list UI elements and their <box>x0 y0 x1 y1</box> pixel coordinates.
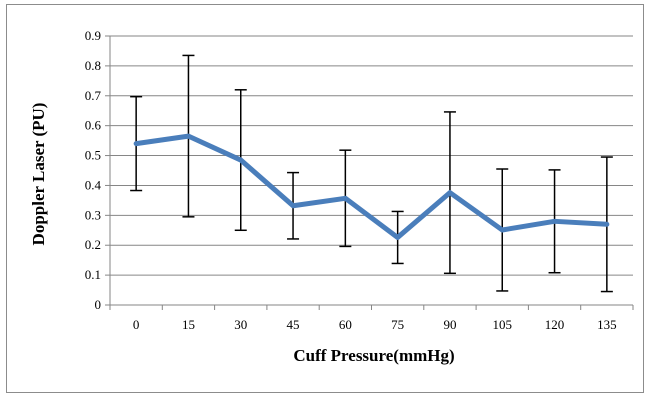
x-tick-label: 60 <box>339 317 352 332</box>
y-tick-label: 0.5 <box>85 148 101 163</box>
y-tick-label: 0.6 <box>85 118 102 133</box>
x-tick-labels: 0 15 30 45 60 75 90 105 120 135 <box>133 317 617 332</box>
y-tick-labels: 0 0.1 0.2 0.3 0.4 0.5 0.6 0.7 0.8 0.9 <box>85 28 102 312</box>
y-tick-label: 0.2 <box>85 237 101 252</box>
data-point-0 <box>135 142 138 145</box>
x-tick-label: 75 <box>391 317 404 332</box>
y-axis-title: Doppler Laser (PU) <box>29 103 48 246</box>
y-tick-label: 0.3 <box>85 207 101 222</box>
error-bars <box>130 54 613 293</box>
y-tick-label: 0.9 <box>85 28 101 43</box>
x-tick-label: 105 <box>493 317 513 332</box>
series-line <box>133 133 610 240</box>
gridlines <box>105 35 634 310</box>
data-point-60 <box>344 197 347 200</box>
x-tick-label: 135 <box>597 317 617 332</box>
x-tick-label: 45 <box>287 317 300 332</box>
y-tick-label: 0.1 <box>85 267 101 282</box>
y-tick-label: 0 <box>95 297 102 312</box>
x-axis-title: Cuff Pressure(mmHg) <box>293 346 454 365</box>
y-tick-label: 0.8 <box>85 58 101 73</box>
y-tick-label: 0.7 <box>85 88 102 103</box>
chart-frame <box>6 4 644 393</box>
data-point-75 <box>396 236 399 239</box>
data-point-105 <box>501 228 504 231</box>
data-point-120 <box>553 220 556 223</box>
data-point-135 <box>605 223 608 226</box>
x-tick-label: 15 <box>182 317 195 332</box>
data-point-45 <box>292 204 295 207</box>
x-tick-label: 90 <box>443 317 456 332</box>
data-point-90 <box>448 191 451 194</box>
data-point-15 <box>187 135 190 138</box>
y-tick-label: 0.4 <box>85 177 102 192</box>
x-tick-label: 0 <box>133 317 140 332</box>
data-point-30 <box>239 159 242 162</box>
x-tick-label: 120 <box>545 317 565 332</box>
series-line-group <box>133 133 610 240</box>
x-tick-label: 30 <box>234 317 247 332</box>
